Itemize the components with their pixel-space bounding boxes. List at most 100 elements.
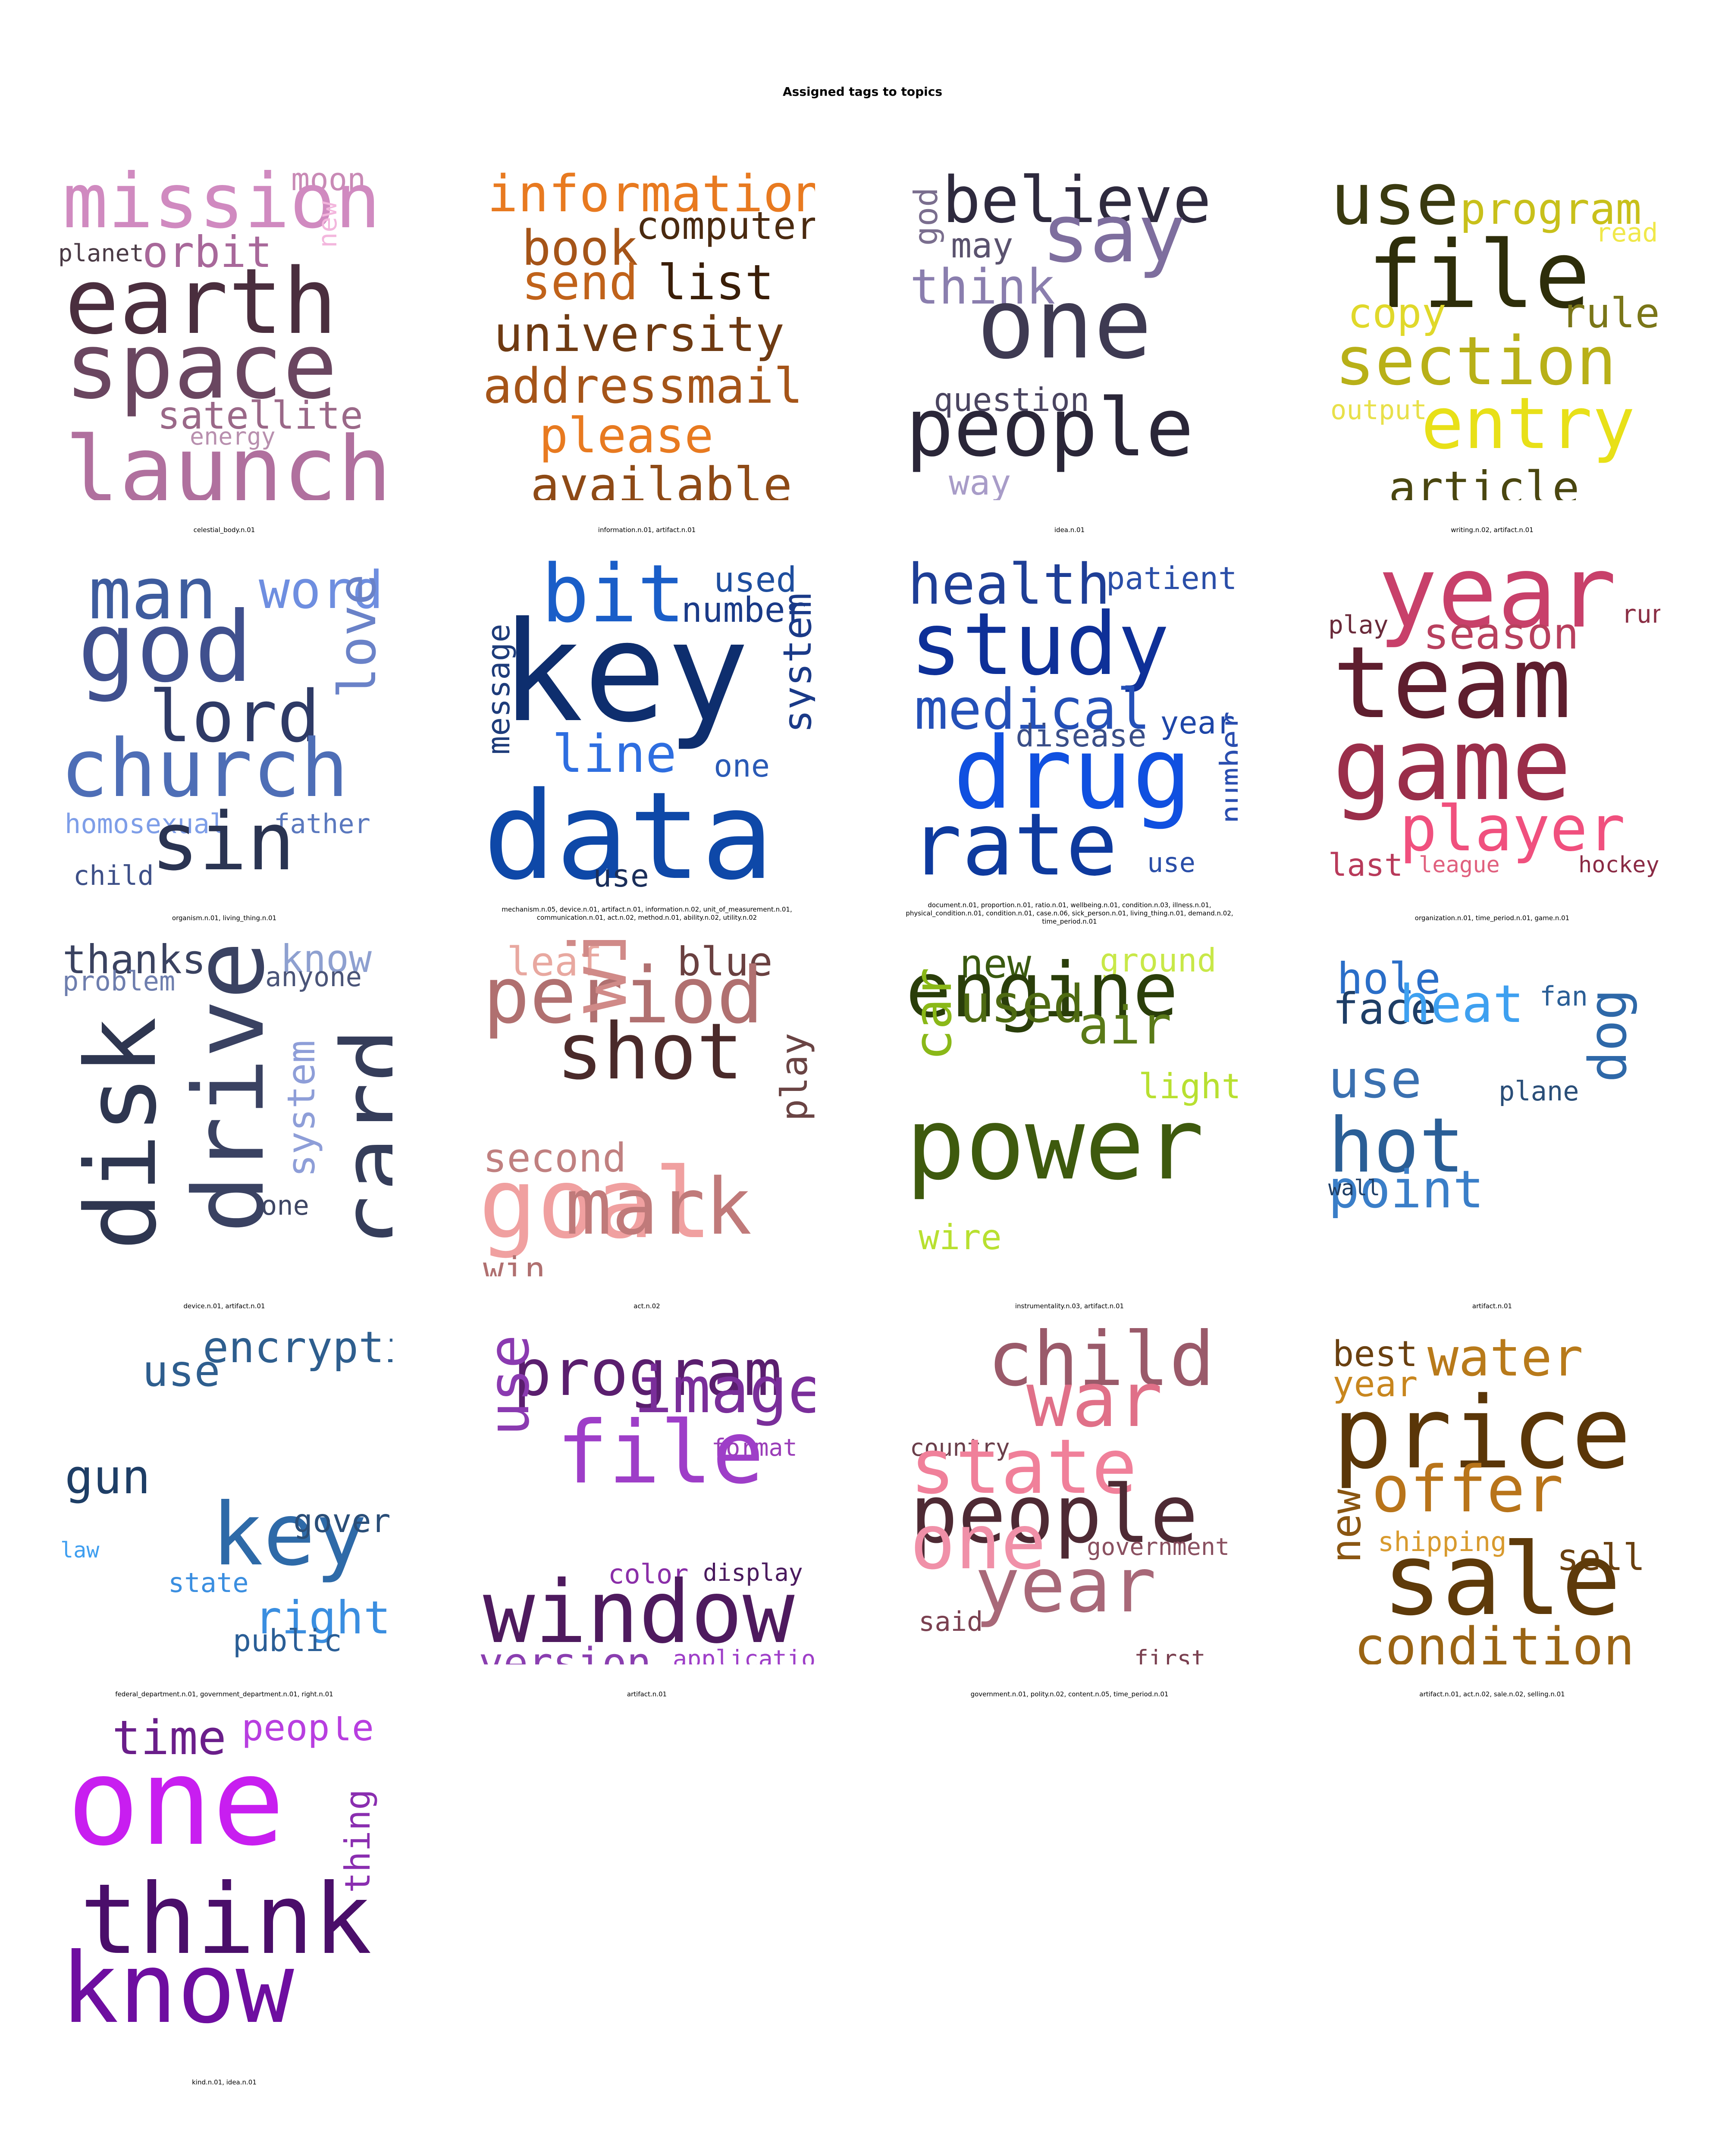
- cloud-word: university: [494, 307, 785, 363]
- word-cloud: hole face fan heat use plane dog hot point wall: [1324, 940, 1660, 1276]
- cloud-word: way: [949, 463, 1011, 500]
- panel-caption: document.n.01, proportion.n.01, ratio.n.…: [906, 901, 1233, 925]
- cloud-word: mission: [63, 164, 381, 245]
- cloud-word: people: [242, 1716, 374, 1749]
- cloud-word: file: [1367, 221, 1590, 329]
- cloud-word: price: [1333, 1376, 1631, 1491]
- cloud-word: said: [919, 1606, 983, 1637]
- cloud-word: first: [1134, 1645, 1206, 1665]
- word-cloud-panel: information computer book send list universit…: [479, 164, 815, 534]
- cloud-word: earth: [65, 249, 338, 354]
- cloud-word: list: [658, 255, 774, 311]
- cloud-word: thanks: [63, 940, 206, 983]
- cloud-word: season: [1423, 608, 1579, 659]
- cloud-word: number: [1214, 711, 1238, 824]
- cloud-word: new: [313, 201, 343, 248]
- cloud-word: last: [1328, 847, 1403, 883]
- cloud-word: information: [487, 164, 815, 223]
- cloud-word: condition: [1354, 1617, 1635, 1665]
- cloud-word: use: [479, 1335, 542, 1436]
- cloud-word: data: [483, 766, 774, 888]
- word-cloud-panel: bit used number message key system line one data…: [479, 552, 815, 921]
- cloud-word: output: [1330, 394, 1427, 426]
- word-cloud-panel: thanks know anyone problem disk drive system ca…: [56, 940, 392, 1310]
- cloud-word: face: [1333, 984, 1436, 1034]
- cloud-word: moon: [291, 164, 366, 197]
- cloud-word: use: [593, 858, 649, 888]
- cloud-word: entry: [1421, 382, 1635, 465]
- word-cloud: bit used number message key system line one data…: [479, 552, 815, 889]
- cloud-word: computer: [636, 204, 815, 248]
- cloud-word: game: [1333, 708, 1571, 823]
- cloud-word: country: [910, 1434, 1010, 1461]
- panel-caption: instrumentality.n.03, artifact.n.01: [1015, 1302, 1124, 1310]
- cloud-word: use: [142, 1346, 220, 1396]
- cloud-word: use: [1328, 1050, 1422, 1110]
- cloud-word: blue: [677, 940, 773, 985]
- cloud-word: wall: [1328, 1175, 1380, 1200]
- cloud-word: run: [1622, 599, 1660, 629]
- cloud-word: article: [1389, 462, 1580, 501]
- cloud-word: line: [552, 724, 677, 784]
- cloud-word: image: [634, 1353, 815, 1427]
- word-cloud-panel: year play run season team game player last leagu…: [1324, 552, 1660, 922]
- cloud-word: new: [960, 941, 1032, 987]
- word-cloud-panel: best water year price offer shipping sell new sa…: [1324, 1328, 1660, 1698]
- cloud-word: wing: [554, 940, 644, 1013]
- cloud-word: fan: [1540, 981, 1588, 1012]
- cloud-word: word: [259, 561, 383, 620]
- panel-caption: federal_department.n.01, government_depa…: [115, 1690, 333, 1698]
- cloud-word: heat: [1399, 975, 1524, 1034]
- cloud-word: launch: [65, 417, 392, 501]
- panel-caption: device.n.01, artifact.n.01: [183, 1302, 265, 1310]
- cloud-word: satellite: [157, 393, 363, 438]
- cloud-word: program: [1460, 184, 1642, 234]
- cloud-word: believe: [942, 164, 1211, 237]
- panel-caption: information.n.01, artifact.n.01: [598, 526, 696, 534]
- cloud-word: god: [907, 187, 945, 246]
- cloud-word: number: [681, 590, 806, 630]
- cloud-word: rule: [1561, 290, 1660, 337]
- cloud-word: one: [714, 748, 770, 784]
- cloud-word: use: [1147, 847, 1195, 878]
- cloud-word: government: [293, 1502, 392, 1540]
- cloud-word: think: [910, 259, 1056, 315]
- word-cloud: new ground engine used air car light power wire: [901, 940, 1238, 1276]
- cloud-word: know: [60, 1932, 294, 2045]
- panel-caption: act.n.02: [634, 1302, 660, 1310]
- word-cloud: time people one thing think know: [56, 1716, 392, 2053]
- cloud-word: engine: [906, 947, 1179, 1034]
- word-cloud-panel: god believe may say think one question people wa…: [901, 164, 1238, 534]
- cloud-word: play: [1328, 610, 1389, 639]
- cloud-word: encryption: [203, 1328, 392, 1373]
- cloud-word: medical: [914, 677, 1151, 742]
- panel-caption: writing.n.02, artifact.n.01: [1451, 526, 1534, 534]
- word-cloud-panel: leaf blueperiodwingshot play secondgoalmark…: [479, 940, 815, 1310]
- cloud-word: gun: [65, 1449, 151, 1504]
- word-cloud-panel: program image format use file color display win…: [479, 1328, 815, 1698]
- cloud-word: used: [960, 975, 1084, 1034]
- cloud-word: problem: [63, 965, 176, 997]
- cloud-word: send: [522, 255, 638, 311]
- word-cloud: child country war state people government one y…: [901, 1328, 1238, 1664]
- cloud-word: say: [1041, 187, 1186, 280]
- cloud-word: ground: [1100, 941, 1217, 979]
- cloud-word: state: [910, 1423, 1137, 1511]
- cloud-word: play: [773, 1033, 815, 1121]
- cloud-word: wire: [919, 1217, 1002, 1257]
- word-cloud-panel: moon mission planet orbit new earth space satel…: [56, 164, 392, 534]
- cloud-word: car: [903, 967, 963, 1061]
- cloud-word: hockey: [1578, 852, 1659, 878]
- cloud-word: player: [1399, 793, 1625, 865]
- cloud-word: space: [65, 313, 338, 419]
- word-cloud-panel: health patient study medical year disease numb…: [901, 552, 1238, 925]
- cloud-word: bit: [541, 552, 686, 640]
- cloud-word: rate: [910, 795, 1118, 888]
- cloud-word: color: [608, 1558, 689, 1590]
- cloud-word: one: [261, 1190, 309, 1221]
- panel-caption: mechanism.n.05, device.n.01, artifact.n.…: [502, 906, 792, 921]
- cloud-word: period: [483, 951, 764, 1041]
- cloud-word: use: [1330, 164, 1459, 241]
- panel-caption: artifact.n.01: [1472, 1302, 1512, 1310]
